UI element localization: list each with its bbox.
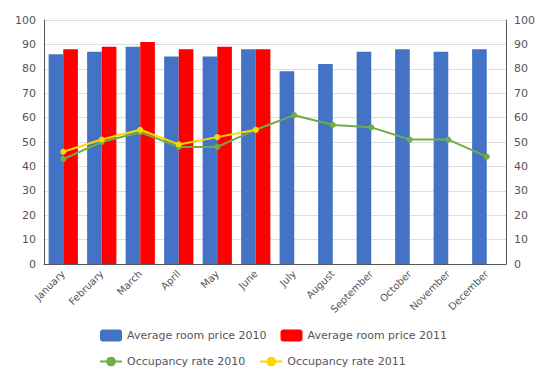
svg-text:40: 40 (22, 160, 36, 173)
svg-text:60: 60 (514, 111, 528, 124)
svg-text:August: August (304, 268, 337, 301)
svg-text:0: 0 (29, 258, 36, 271)
svg-text:November: November (407, 268, 453, 313)
svg-text:May: May (199, 268, 221, 290)
svg-text:80: 80 (22, 62, 36, 75)
svg-text:Occupancy rate 2010: Occupancy rate 2010 (127, 355, 245, 368)
svg-text:20: 20 (514, 209, 528, 222)
svg-text:100: 100 (514, 14, 535, 27)
svg-text:Average room price 2011: Average room price 2011 (308, 329, 448, 342)
svg-text:70: 70 (514, 87, 528, 100)
svg-text:Occupancy rate 2011: Occupancy rate 2011 (287, 355, 405, 368)
svg-text:60: 60 (22, 111, 36, 124)
svg-text:June: June (236, 268, 260, 292)
svg-text:20: 20 (22, 209, 36, 222)
svg-text:30: 30 (22, 184, 36, 197)
svg-text:March: March (115, 268, 144, 297)
svg-text:40: 40 (514, 160, 528, 173)
svg-text:50: 50 (22, 136, 36, 149)
svg-text:80: 80 (514, 62, 528, 75)
svg-text:70: 70 (22, 87, 36, 100)
svg-text:50: 50 (514, 136, 528, 149)
svg-text:July: July (277, 268, 298, 289)
svg-text:10: 10 (22, 233, 36, 246)
svg-text:100: 100 (15, 14, 36, 27)
svg-text:30: 30 (514, 184, 528, 197)
svg-text:September: September (328, 267, 375, 314)
svg-text:90: 90 (514, 38, 528, 51)
svg-text:10: 10 (514, 233, 528, 246)
svg-text:February: February (67, 268, 106, 307)
svg-text:April: April (159, 268, 183, 292)
svg-text:Average room price 2010: Average room price 2010 (127, 329, 267, 342)
svg-text:0: 0 (514, 258, 521, 271)
svg-text:90: 90 (22, 38, 36, 51)
svg-text:January: January (32, 268, 67, 303)
svg-text:December: December (446, 267, 491, 312)
svg-text:October: October (378, 267, 415, 304)
